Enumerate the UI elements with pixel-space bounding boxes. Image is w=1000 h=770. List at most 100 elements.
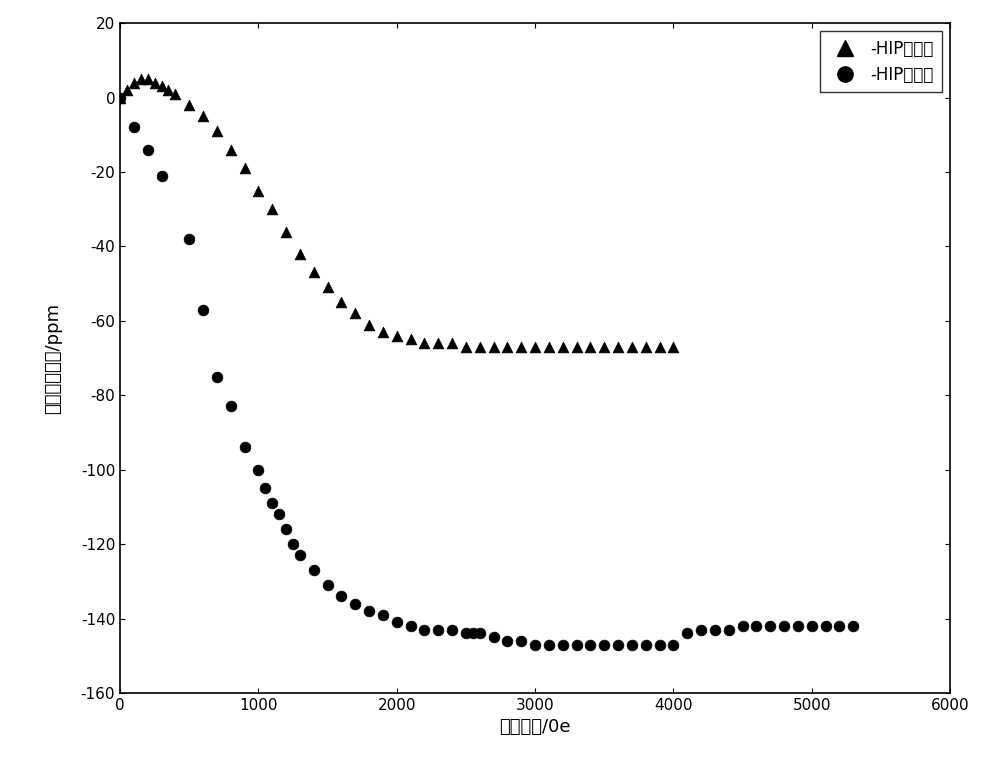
-HIP烧结前: [250, 184, 266, 196]
-HIP烧结前: [568, 340, 584, 353]
-HIP烧结前: [112, 92, 128, 104]
-HIP烧结后: [665, 638, 681, 651]
-HIP烧结前: [147, 76, 163, 89]
-HIP烧结前: [638, 340, 654, 353]
Legend: -HIP烧结前, -HIP烧结后: -HIP烧结前, -HIP烧结后: [820, 32, 942, 92]
-HIP烧结后: [257, 482, 273, 494]
-HIP烧结后: [389, 616, 405, 628]
-HIP烧结前: [195, 110, 211, 122]
-HIP烧结后: [472, 628, 488, 640]
-HIP烧结后: [223, 400, 239, 413]
-HIP烧结后: [320, 579, 336, 591]
-HIP烧结后: [375, 608, 391, 621]
-HIP烧结前: [458, 340, 474, 353]
-HIP烧结前: [347, 307, 363, 320]
-HIP烧结前: [167, 88, 183, 100]
-HIP烧结前: [596, 340, 612, 353]
-HIP烧结后: [776, 620, 792, 632]
-HIP烧结后: [140, 143, 156, 156]
-HIP烧结后: [236, 441, 252, 454]
-HIP烧结后: [195, 303, 211, 316]
-HIP烧结前: [555, 340, 571, 353]
-HIP烧结前: [375, 326, 391, 338]
-HIP烧结后: [845, 620, 861, 632]
-HIP烧结后: [181, 233, 197, 245]
-HIP烧结前: [223, 143, 239, 156]
-HIP烧结前: [181, 99, 197, 111]
-HIP烧结前: [513, 340, 529, 353]
-HIP烧结前: [278, 226, 294, 238]
-HIP烧结后: [804, 620, 820, 632]
-HIP烧结后: [278, 523, 294, 535]
-HIP烧结后: [465, 628, 481, 640]
-HIP烧结后: [361, 605, 377, 618]
-HIP烧结后: [513, 634, 529, 647]
-HIP烧结后: [652, 638, 668, 651]
-HIP烧结后: [458, 628, 474, 640]
-HIP烧结后: [679, 628, 695, 640]
Y-axis label: 磁致伸缩系数/ppm: 磁致伸缩系数/ppm: [44, 303, 62, 413]
-HIP烧结后: [271, 508, 287, 521]
-HIP烧结前: [486, 340, 501, 353]
-HIP烧结后: [624, 638, 640, 651]
-HIP烧结后: [126, 121, 142, 133]
-HIP烧结前: [541, 340, 557, 353]
-HIP烧结前: [333, 296, 349, 308]
-HIP烧结后: [499, 634, 515, 647]
-HIP烧结后: [818, 620, 834, 632]
-HIP烧结后: [285, 538, 301, 551]
-HIP烧结后: [555, 638, 571, 651]
-HIP烧结前: [527, 340, 543, 353]
-HIP烧结后: [527, 638, 543, 651]
-HIP烧结后: [306, 564, 322, 576]
-HIP烧结后: [582, 638, 598, 651]
-HIP烧结前: [665, 340, 681, 353]
-HIP烧结前: [154, 80, 170, 92]
-HIP烧结后: [209, 370, 225, 383]
-HIP烧结前: [292, 248, 308, 260]
-HIP烧结后: [693, 624, 709, 636]
-HIP烧结后: [416, 624, 432, 636]
-HIP烧结后: [292, 549, 308, 561]
-HIP烧结前: [389, 330, 405, 342]
-HIP烧结后: [790, 620, 806, 632]
-HIP烧结前: [652, 340, 668, 353]
-HIP烧结前: [499, 340, 515, 353]
-HIP烧结后: [762, 620, 778, 632]
-HIP烧结后: [541, 638, 557, 651]
-HIP烧结前: [119, 84, 135, 96]
-HIP烧结前: [209, 125, 225, 137]
-HIP烧结前: [320, 281, 336, 293]
-HIP烧结后: [610, 638, 626, 651]
-HIP烧结前: [430, 337, 446, 350]
-HIP烧结后: [486, 631, 501, 643]
-HIP烧结前: [126, 76, 142, 89]
-HIP烧结前: [624, 340, 640, 353]
-HIP烧结后: [707, 624, 723, 636]
X-axis label: 磁场强度/0e: 磁场强度/0e: [499, 718, 571, 736]
-HIP烧结后: [250, 464, 266, 476]
-HIP烧结前: [472, 340, 488, 353]
-HIP烧结前: [133, 72, 149, 85]
-HIP烧结后: [734, 620, 750, 632]
-HIP烧结后: [112, 92, 128, 104]
-HIP烧结前: [160, 84, 176, 96]
-HIP烧结前: [582, 340, 598, 353]
-HIP烧结后: [831, 620, 847, 632]
-HIP烧结前: [416, 337, 432, 350]
-HIP烧结后: [721, 624, 737, 636]
-HIP烧结前: [444, 337, 460, 350]
-HIP烧结前: [610, 340, 626, 353]
-HIP烧结后: [430, 624, 446, 636]
-HIP烧结前: [306, 266, 322, 279]
-HIP烧结后: [264, 497, 280, 510]
-HIP烧结后: [596, 638, 612, 651]
-HIP烧结后: [154, 169, 170, 182]
-HIP烧结后: [333, 590, 349, 602]
-HIP烧结前: [361, 319, 377, 331]
-HIP烧结前: [140, 72, 156, 85]
-HIP烧结前: [236, 162, 252, 175]
-HIP烧结后: [444, 624, 460, 636]
-HIP烧结后: [638, 638, 654, 651]
-HIP烧结前: [264, 203, 280, 216]
